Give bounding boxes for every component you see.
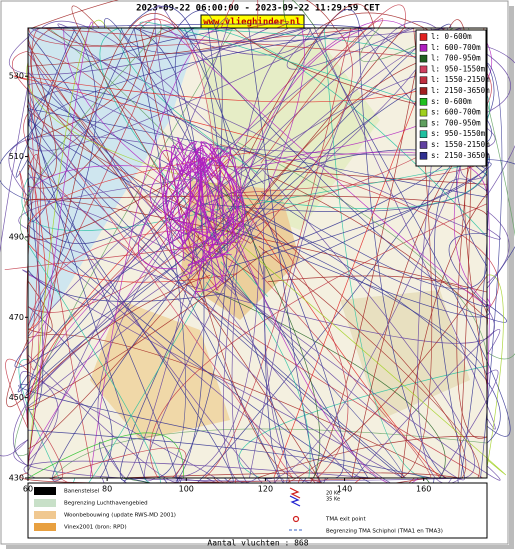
legend-label: Begrenzing Luchthavengebied	[64, 501, 148, 507]
shadow	[509, 6, 514, 548]
legend-label: s: 700-950m	[431, 118, 481, 127]
x-tick-label: 80	[102, 485, 112, 494]
footer: Aantal vluchten : 868	[207, 539, 308, 548]
legend-swatch	[34, 499, 56, 507]
legend-swatch	[420, 77, 427, 84]
x-tick-label: 160	[416, 485, 431, 494]
legend-label: 35 Ke	[326, 497, 340, 503]
legend-swatch	[420, 120, 427, 127]
legend-swatch	[420, 131, 427, 138]
legend-swatch	[420, 109, 427, 116]
legend-swatch	[34, 511, 56, 519]
legend-label: s: 0-600m	[431, 97, 472, 106]
legend-label: Vinex2001 (bron: RPD)	[64, 525, 127, 531]
legend-label: Banenstelsel	[64, 489, 100, 495]
legend-swatch	[420, 66, 427, 73]
legend-label: Woonbebouwing (update RWS-MD 2001)	[64, 513, 176, 519]
legend-swatch	[420, 142, 427, 149]
legend-label: l: 1550-2150m	[431, 75, 490, 84]
legend-label: Begrenzing TMA Schiphol (TMA1 en TMA3)	[326, 529, 443, 535]
legend-label: l: 0-600m	[431, 32, 472, 41]
y-tick-label: 490	[9, 232, 24, 241]
y-tick-label: 530	[9, 72, 24, 81]
x-tick-label: 60	[23, 485, 33, 494]
y-tick-label: 450	[9, 393, 24, 402]
legend-label: l: 950-1550m	[431, 64, 486, 73]
legend-label: s: 600-700m	[431, 108, 481, 117]
legend-label: s: 2150-3650m	[431, 151, 490, 160]
y-tick-label: 430	[9, 474, 24, 483]
x-tick-label: 120	[258, 485, 273, 494]
legend-swatch	[34, 487, 56, 495]
legend-swatch	[34, 523, 56, 531]
legend-swatch	[420, 55, 427, 62]
x-tick-label: 100	[179, 485, 194, 494]
legend-swatch	[420, 44, 427, 51]
legend-swatch	[420, 88, 427, 95]
legend-swatch	[420, 34, 427, 41]
legend-label: s: 950-1550m	[431, 129, 486, 138]
y-tick-label: 470	[9, 313, 24, 322]
legend-label: s: 1550-2150m	[431, 140, 490, 149]
legend-swatch	[420, 98, 427, 105]
legend-label: l: 2150-3650m	[431, 86, 490, 95]
y-tick-label: 510	[9, 152, 24, 161]
legend-swatch	[420, 152, 427, 159]
legend-label: TMA exit point	[325, 517, 366, 523]
legend-label: l: 700-950m	[431, 54, 481, 63]
legend-label: l: 600-700m	[431, 43, 481, 52]
